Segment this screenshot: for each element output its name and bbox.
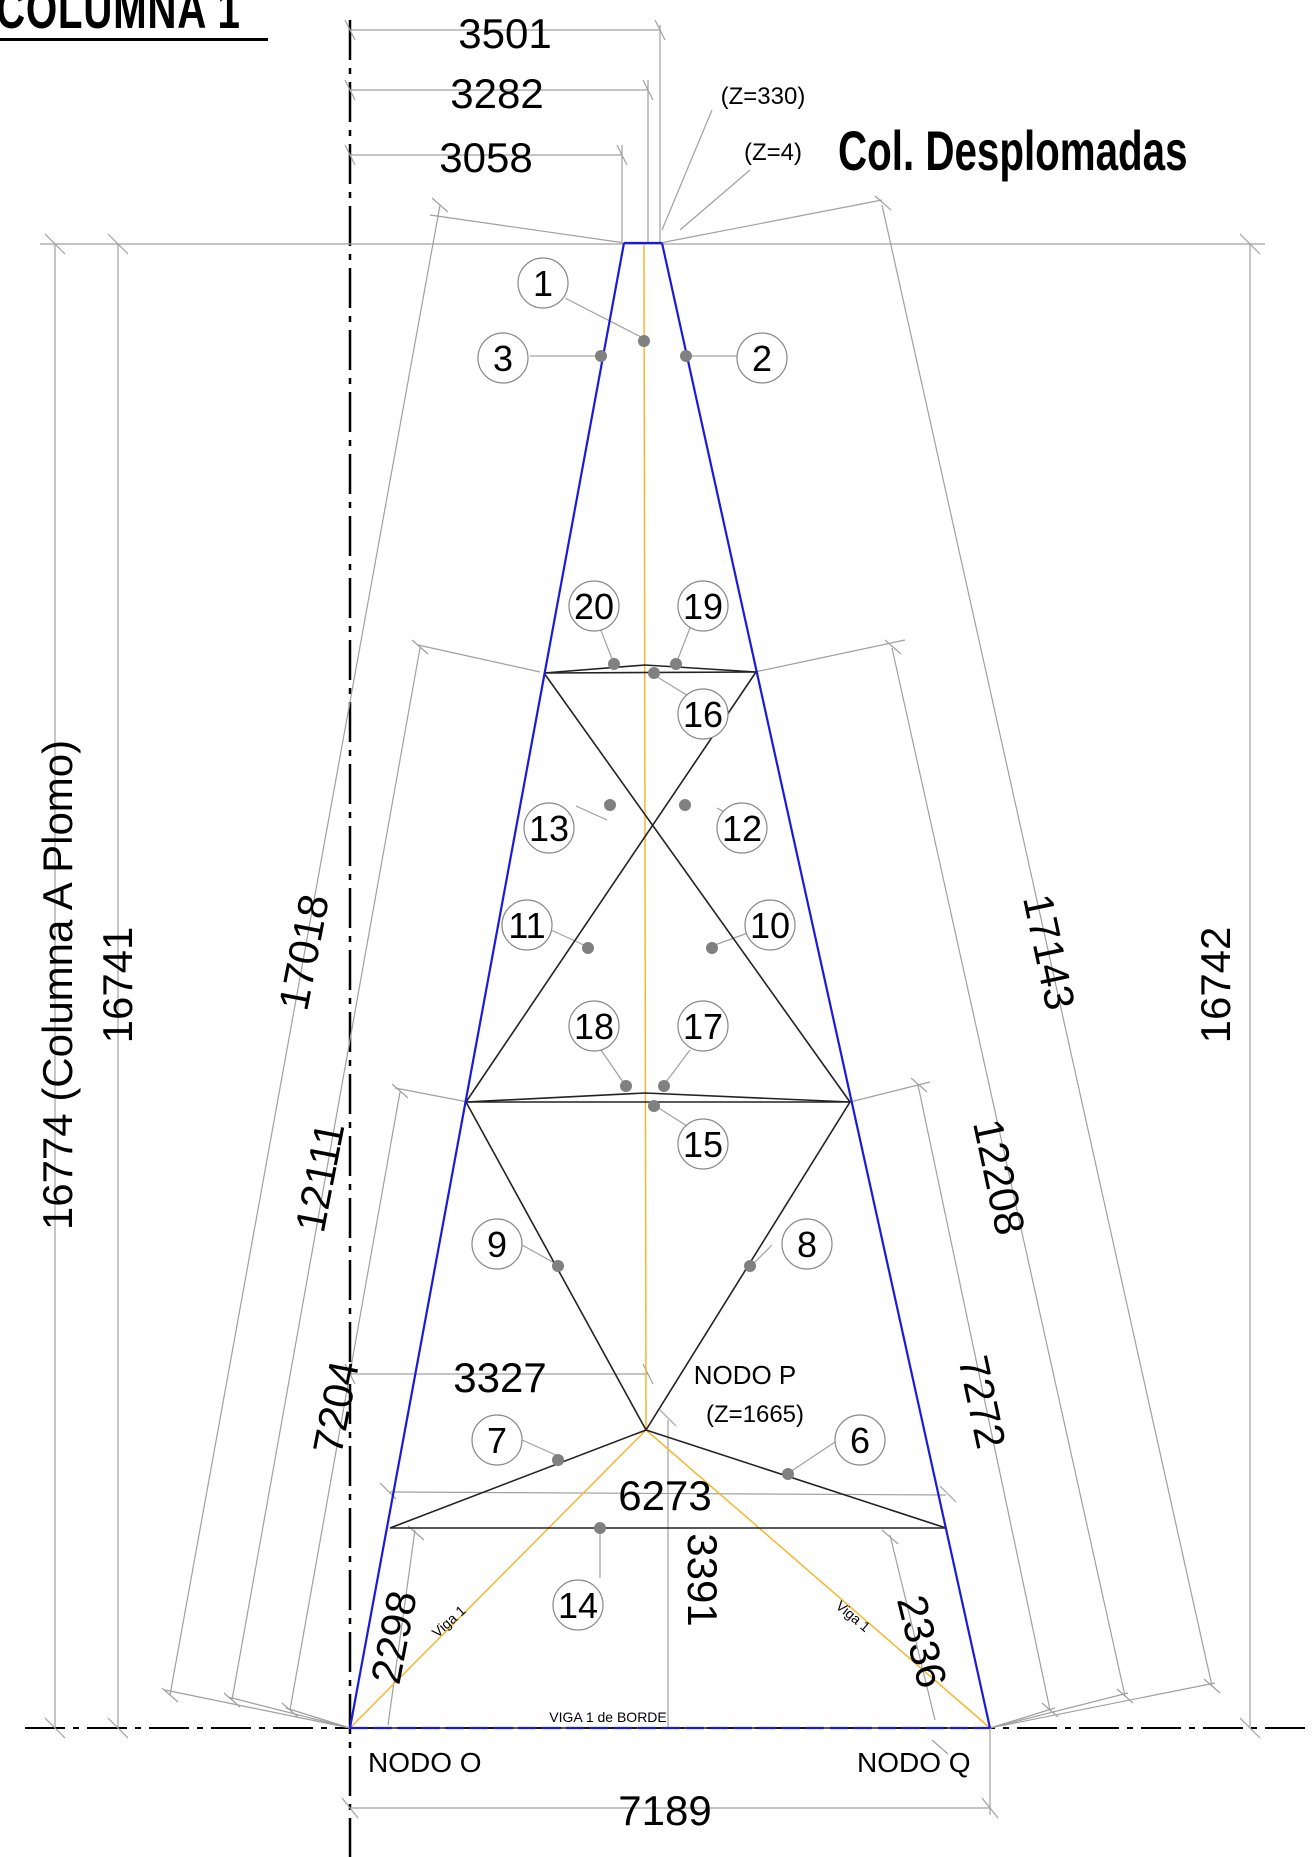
marker-label: 19 <box>683 586 723 627</box>
node-q-label: NODO Q <box>857 1747 971 1778</box>
dim-z330: (Z=330) <box>721 83 806 110</box>
dim-16742: 16742 <box>1192 927 1239 1044</box>
right-column <box>660 242 992 1729</box>
dim-7204: 7204 <box>304 1357 368 1458</box>
marker-2 <box>736 332 788 384</box>
dim-16774: 16774 (Columna A Plomo) <box>34 740 81 1230</box>
marker-14 <box>552 1579 604 1631</box>
dim-12111: 12111 <box>286 1118 353 1235</box>
marker-label: 18 <box>574 1006 614 1047</box>
marker-6 <box>834 1414 886 1466</box>
marker-label: 6 <box>850 1420 870 1461</box>
marker-label: 16 <box>683 694 723 735</box>
dim-2298: 2298 <box>362 1587 426 1688</box>
member-markers <box>471 257 886 1631</box>
marker-label: 3 <box>493 338 513 379</box>
node-p-label: NODO P <box>694 1360 797 1390</box>
marker-20 <box>568 580 620 632</box>
dim-3327: 3327 <box>453 1354 546 1401</box>
marker-label: 13 <box>529 808 569 849</box>
marker-label: 12 <box>722 808 762 849</box>
marker-3 <box>477 332 529 384</box>
marker-labels: 1 2 3 6 7 8 9 10 11 12 13 14 15 16 17 18… <box>487 263 870 1626</box>
dim-7272: 7272 <box>949 1351 1014 1452</box>
marker-8 <box>781 1218 833 1270</box>
marker-10 <box>744 899 796 951</box>
dimension-lines <box>40 19 1265 1819</box>
marker-12 <box>716 802 768 854</box>
viga-borde-label: VIGA 1 de BORDE <box>549 1709 667 1725</box>
dim-16741: 16741 <box>94 927 141 1044</box>
viga-1-left-label: Viga 1 <box>429 1602 469 1640</box>
node-o-label: NODO O <box>368 1747 482 1778</box>
marker-label: 7 <box>487 1420 507 1461</box>
marker-16 <box>677 688 729 740</box>
marker-label: 9 <box>487 1224 507 1265</box>
viga-1-left <box>349 1429 647 1729</box>
node-p-z: (Z=1665) <box>706 1401 804 1428</box>
viga-1-right <box>645 1429 991 1729</box>
title-underline <box>0 38 268 41</box>
marker-15 <box>677 1118 729 1170</box>
member-dots <box>552 335 794 1534</box>
marker-17 <box>677 1000 729 1052</box>
marker-label: 11 <box>508 905 545 946</box>
legend-col-desplomadas: Col. Desplomadas <box>838 119 1188 182</box>
marker-label: 2 <box>752 338 772 379</box>
marker-label: 15 <box>683 1124 723 1165</box>
marker-7 <box>471 1414 523 1466</box>
dim-3282: 3282 <box>450 70 543 117</box>
marker-label: 8 <box>797 1224 817 1265</box>
dim-3058: 3058 <box>439 134 532 181</box>
dim-6273: 6273 <box>618 1472 711 1519</box>
dim-7189: 7189 <box>618 1787 711 1834</box>
dim-17143: 17143 <box>1014 890 1084 1014</box>
dimension-texts: 3501 3282 3058 (Z=330) (Z=4) 16774 (Colu… <box>34 10 1239 1834</box>
marker-9 <box>471 1218 523 1270</box>
left-column <box>348 242 626 1729</box>
marker-label: 14 <box>558 1585 598 1626</box>
marker-1 <box>517 257 569 309</box>
marker-label: 17 <box>683 1006 723 1047</box>
marker-label: 20 <box>574 586 614 627</box>
viga-1-right-label: Viga 1 <box>833 1597 874 1635</box>
dim-17018: 17018 <box>270 890 338 1014</box>
marker-11 <box>501 899 553 951</box>
marker-label: 10 <box>750 905 790 946</box>
dim-3391: 3391 <box>679 1533 726 1626</box>
marker-18 <box>568 1000 620 1052</box>
column-lines <box>348 241 992 1730</box>
dim-12208: 12208 <box>964 1115 1034 1239</box>
marker-13 <box>523 802 575 854</box>
drawing-title: COLUMNA 1 <box>0 0 241 40</box>
dim-z4: (Z=4) <box>744 139 802 166</box>
marker-label: 1 <box>533 263 553 304</box>
dim-3501: 3501 <box>458 10 551 57</box>
dim-2336: 2336 <box>888 1590 956 1692</box>
marker-19 <box>677 580 729 632</box>
bracing <box>350 664 990 1729</box>
reference-lines <box>25 20 1313 1857</box>
